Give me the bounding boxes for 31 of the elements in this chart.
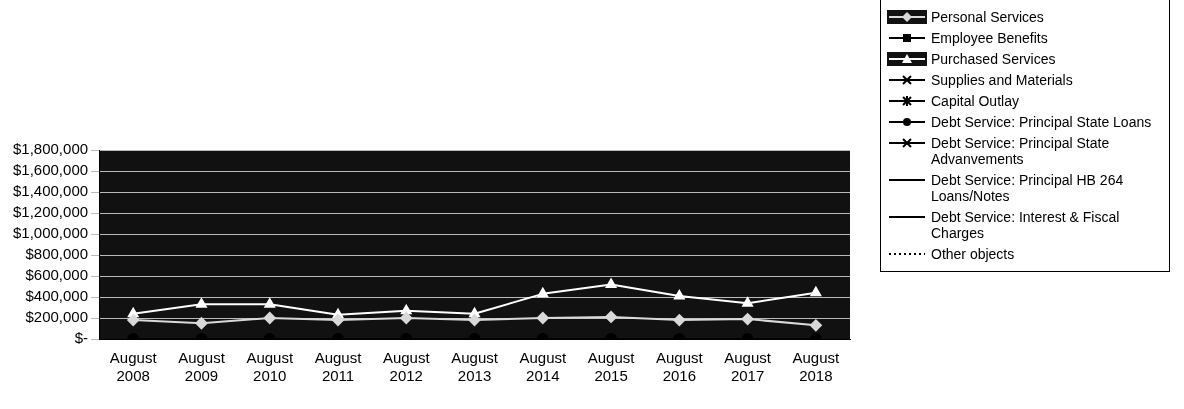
x-tick-label: August 2015 — [587, 349, 636, 385]
x-tick-label: August 2017 — [724, 349, 772, 385]
legend-label: Debt Service: Principal State Advanvements — [931, 135, 1111, 167]
y-tick-label: $1,600,000 — [13, 161, 89, 179]
x-tick-label: August 2018 — [792, 349, 841, 385]
x-tick-label: August 2016 — [655, 349, 704, 385]
legend-label: Capital Outlay — [931, 93, 1019, 109]
legend-label: Personal Services — [931, 9, 1044, 25]
x-tick-label: August 2009 — [178, 349, 226, 385]
x-tick-label: August 2014 — [519, 349, 567, 385]
y-tick-label: $600,000 — [25, 266, 89, 284]
y-tick-label: $1,800,000 — [13, 140, 89, 158]
legend-label: Employee Benefits — [931, 30, 1048, 46]
y-tick-label: $800,000 — [25, 245, 89, 263]
x-tick-label: August 2013 — [451, 349, 499, 385]
y-tick-label: $1,000,000 — [13, 224, 89, 242]
x-tick-label: August 2011 — [314, 349, 363, 385]
x-tick-label: August 2012 — [382, 349, 431, 385]
legend-label: Other objects — [931, 246, 1015, 262]
legend-label: Supplies and Materials — [931, 72, 1073, 88]
legend-label: Purchased Services — [931, 51, 1056, 67]
y-tick-label: $1,200,000 — [13, 203, 89, 221]
x-tick-label: August 2008 — [109, 349, 158, 385]
y-tick-label: $200,000 — [25, 308, 89, 326]
legend-label: Debt Service: Principal State Loans — [931, 114, 1152, 130]
legend-label: Debt Service: Interest & Fiscal Charges — [931, 209, 1121, 241]
x-tick-label: August 2010 — [246, 349, 294, 385]
y-tick-label: $400,000 — [25, 287, 89, 305]
y-tick-label: $- — [74, 329, 89, 347]
legend-label: Debt Service: Principal HB 264 Loans/Notes — [931, 172, 1125, 204]
y-tick-label: $1,400,000 — [13, 182, 89, 200]
